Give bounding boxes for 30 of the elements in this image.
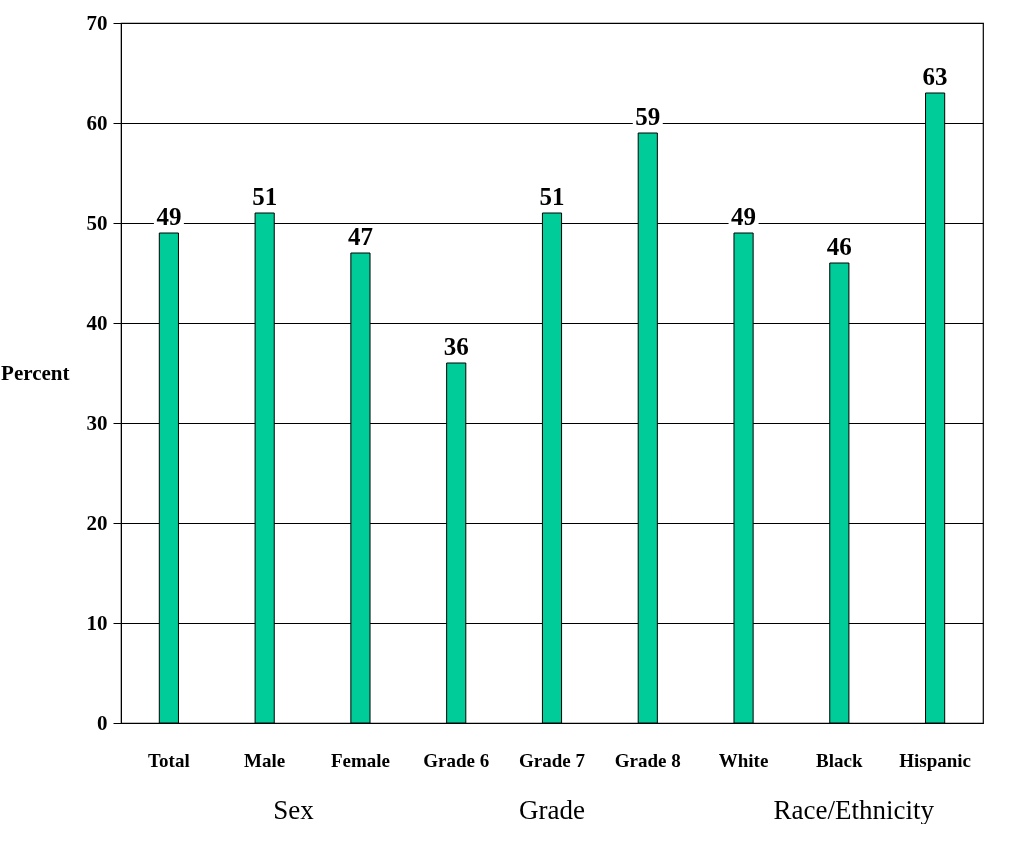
- data-label: 59: [635, 103, 661, 130]
- x-tick-label: Hispanic: [899, 749, 972, 771]
- data-label: 49: [156, 203, 182, 230]
- data-label: 46: [826, 233, 852, 260]
- x-tick-label: Black: [816, 749, 863, 771]
- data-label: 51: [539, 183, 565, 210]
- y-tick-label: 20: [86, 510, 108, 535]
- x-tick-label: Grade 6: [423, 749, 490, 771]
- x-tick-label: Grade 7: [519, 749, 586, 771]
- text: Sex: [273, 795, 315, 825]
- x-tick-label: Grade 8: [614, 749, 681, 771]
- x-tick-label: Total: [148, 749, 190, 771]
- text: Race/Ethnicity: [773, 795, 935, 825]
- x-tick-label: Female: [330, 749, 390, 771]
- y-tick-label: 70: [86, 10, 108, 35]
- x-tick-label: Male: [244, 749, 286, 771]
- y-tick-label: 0: [97, 710, 108, 735]
- y-tick-label: 10: [86, 610, 108, 635]
- y-tick-label: 60: [86, 110, 108, 135]
- text: Grade: [519, 795, 585, 825]
- data-label: 36: [443, 333, 469, 360]
- data-label: 47: [347, 223, 373, 250]
- y-tick-label: 50: [86, 210, 108, 235]
- data-label: 49: [731, 203, 757, 230]
- x-tick-label: White: [718, 749, 769, 771]
- y-axis-title: Percent: [1, 360, 70, 385]
- data-label: 63: [922, 63, 948, 90]
- y-tick-label: 40: [86, 310, 108, 335]
- y-tick-label: 30: [86, 410, 108, 435]
- data-label: 51: [252, 183, 278, 210]
